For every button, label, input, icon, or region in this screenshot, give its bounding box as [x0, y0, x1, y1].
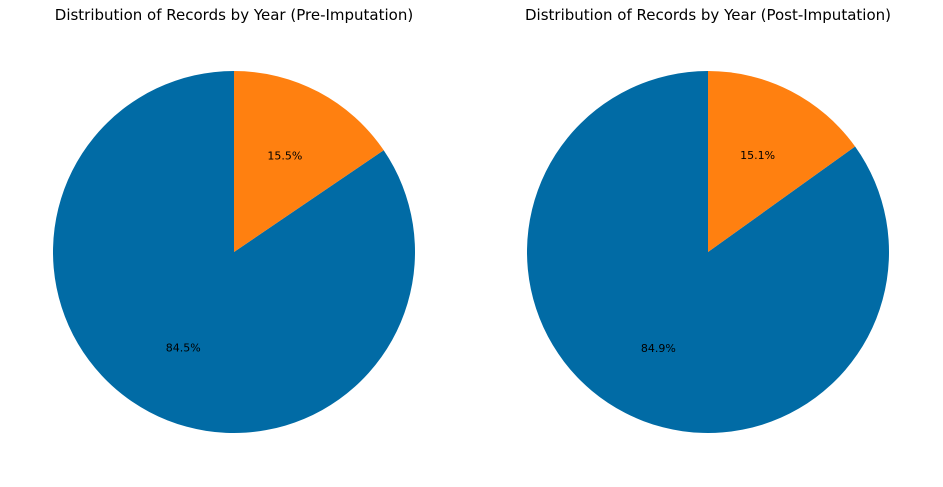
slices-post-imputation — [527, 71, 890, 433]
pie-slice-post-1 — [708, 71, 856, 252]
labels-post-imputation: 84.9% 15.1% — [641, 149, 775, 355]
slices-pre-imputation — [53, 71, 416, 434]
slice-label-pre-1: 15.5% — [267, 150, 302, 163]
pie-slice-pre-0 — [53, 71, 416, 434]
chart-title-post-imputation: Distribution of Records by Year (Post-Im… — [525, 6, 891, 24]
labels-pre-imputation: 84.5% 15.5% — [166, 150, 303, 355]
pie-slice-pre-1 — [234, 71, 384, 252]
pie-chart-pre-imputation: Distribution of Records by Year (Pre-Imp… — [53, 6, 416, 434]
slice-label-post-0: 84.9% — [641, 342, 676, 355]
pie-slice-post-0 — [527, 71, 890, 433]
pie-chart-post-imputation: Distribution of Records by Year (Post-Im… — [525, 6, 891, 433]
slice-label-pre-0: 84.5% — [166, 341, 201, 354]
slice-label-post-1: 15.1% — [740, 149, 775, 162]
chart-title-pre-imputation: Distribution of Records by Year (Pre-Imp… — [55, 6, 413, 24]
